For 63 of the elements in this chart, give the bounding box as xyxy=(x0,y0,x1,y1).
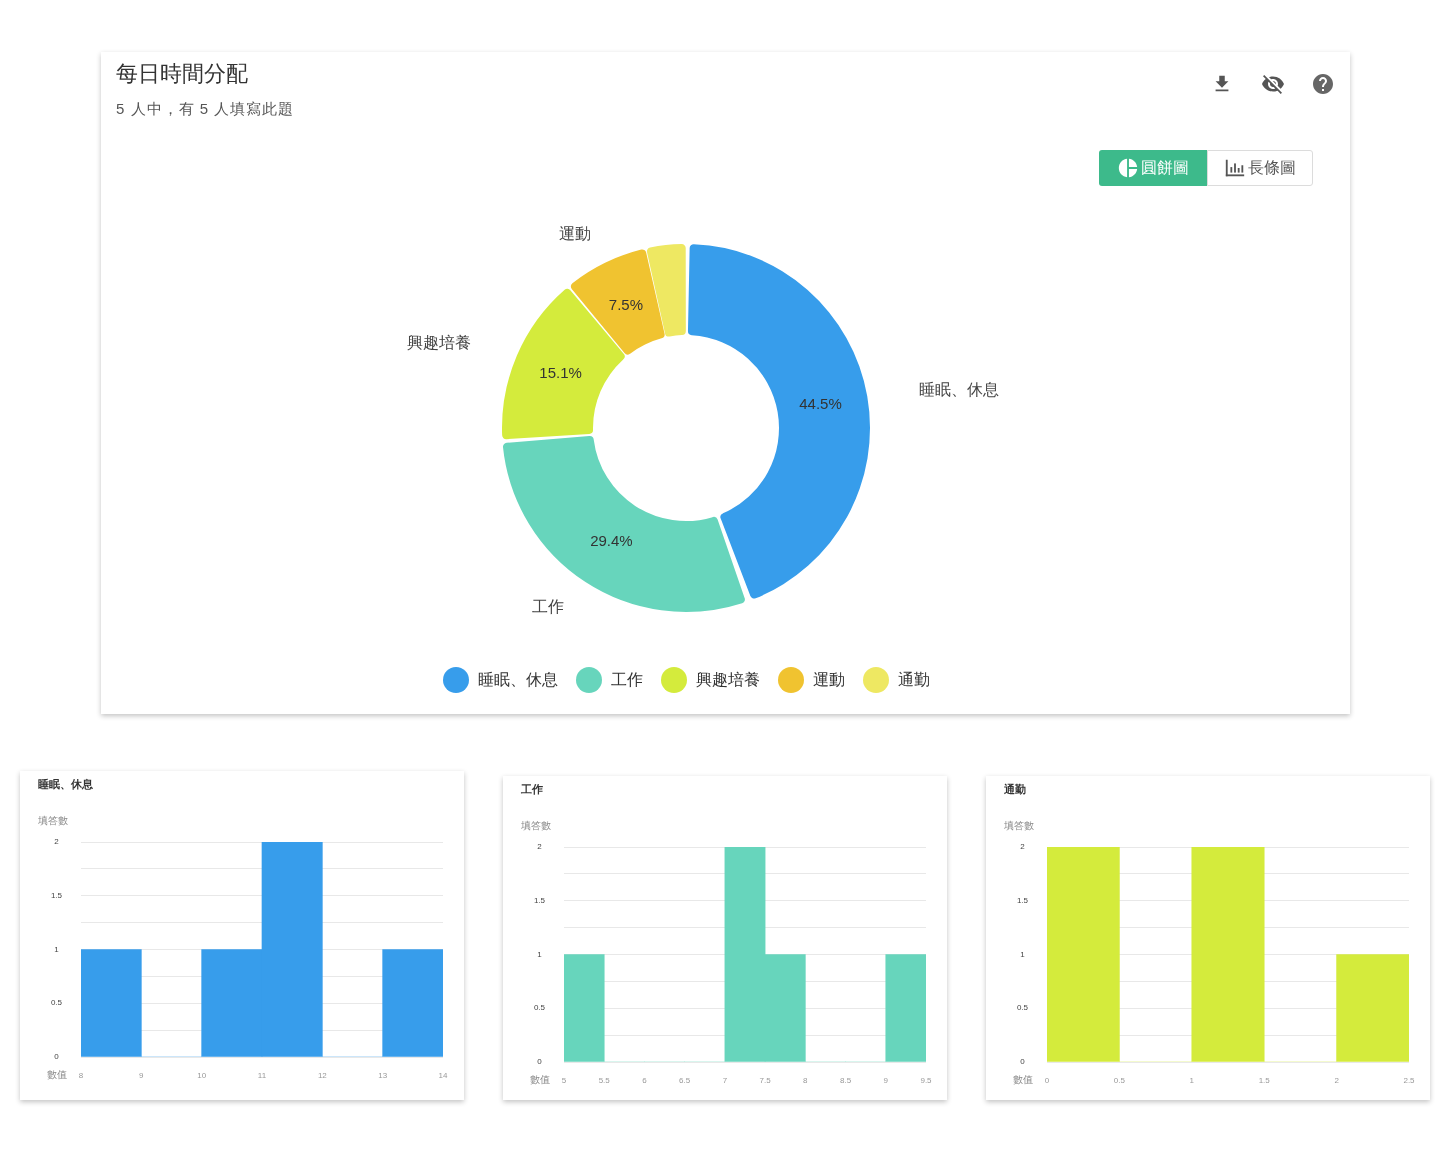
x-tick-label: 13 xyxy=(378,1071,388,1080)
y-tick-label: 1 xyxy=(54,944,60,954)
data-label: 7.5% xyxy=(608,295,644,313)
x-tick-label: 9 xyxy=(883,1076,889,1085)
legend-label: 興趣培養 xyxy=(695,669,760,690)
x-tick-label: 7.5 xyxy=(759,1076,772,1085)
y-tick-label: 0.5 xyxy=(50,998,63,1008)
y-axis-title: 填答數 xyxy=(521,820,551,832)
x-tick-label: 6 xyxy=(642,1076,648,1085)
legend-label: 工作 xyxy=(610,669,643,690)
y-tick-label: 1 xyxy=(1020,949,1026,959)
x-tick-label: 5 xyxy=(561,1076,567,1085)
x-axis-title: 數值 xyxy=(47,1069,67,1081)
x-tick-label: 12 xyxy=(317,1071,328,1080)
slice-label: 運動 xyxy=(558,225,591,243)
y-tick-label: 2 xyxy=(54,837,60,847)
x-tick-label: 0 xyxy=(1044,1076,1050,1085)
x-tick-label: 11 xyxy=(257,1071,267,1080)
x-tick-label: 1.5 xyxy=(1258,1076,1271,1085)
x-tick-label: 9.5 xyxy=(920,1076,933,1085)
x-tick-label: 1 xyxy=(1189,1076,1195,1085)
data-label: 15.1% xyxy=(539,364,582,382)
data-label: 44.5% xyxy=(799,394,842,412)
text: 每日時間分配 xyxy=(116,61,248,88)
chart-title: 工作 xyxy=(521,783,543,797)
y-tick-label: 1.5 xyxy=(1016,895,1029,905)
x-tick-label: 8 xyxy=(803,1076,809,1085)
legend-label: 通勤 xyxy=(897,669,930,690)
y-tick-label: 0.5 xyxy=(533,1003,546,1013)
x-tick-label: 14 xyxy=(438,1071,448,1080)
x-tick-label: 2.5 xyxy=(1403,1076,1416,1085)
x-tick-label: 2 xyxy=(1334,1076,1340,1085)
x-tick-label: 7 xyxy=(722,1076,728,1085)
x-tick-label: 8 xyxy=(78,1071,84,1080)
x-tick-label: 10 xyxy=(197,1071,207,1080)
y-tick-label: 1 xyxy=(537,949,543,959)
y-tick-label: 0.5 xyxy=(1016,1003,1029,1013)
y-axis-title: 填答數 xyxy=(38,815,68,827)
data-label: 29.4% xyxy=(590,532,633,550)
y-tick-label: 1.5 xyxy=(50,890,63,900)
x-tick-label: 0.5 xyxy=(1113,1076,1126,1085)
y-tick-label: 0 xyxy=(1020,1057,1026,1067)
chart-title: 通勤 xyxy=(1004,783,1026,797)
y-tick-label: 0 xyxy=(537,1057,543,1067)
x-axis-title: 數值 xyxy=(530,1074,550,1086)
slice-label: 睡眠、休息 xyxy=(918,381,999,399)
x-tick-label: 9 xyxy=(139,1071,145,1080)
x-axis-title: 數值 xyxy=(1013,1074,1033,1086)
slice-label: 工作 xyxy=(531,598,564,616)
x-tick-label: 6.5 xyxy=(679,1076,691,1085)
text: 5 人中，有 5 人填寫此題 xyxy=(116,100,295,118)
column-chart-button[interactable]: 長條圖 xyxy=(1207,150,1313,186)
y-axis-title: 填答數 xyxy=(1004,820,1034,832)
x-tick-label: 8.5 xyxy=(839,1076,852,1085)
y-tick-label: 1.5 xyxy=(533,895,546,905)
y-tick-label: 0 xyxy=(54,1052,60,1062)
legend-label: 睡眠、休息 xyxy=(477,669,558,690)
x-tick-label: 5.5 xyxy=(598,1076,611,1085)
chart-title: 睡眠、休息 xyxy=(38,778,93,792)
legend-label: 運動 xyxy=(812,669,845,690)
slice-label: 興趣培養 xyxy=(406,333,471,351)
y-tick-label: 2 xyxy=(537,842,543,852)
y-tick-label: 2 xyxy=(1020,842,1026,852)
